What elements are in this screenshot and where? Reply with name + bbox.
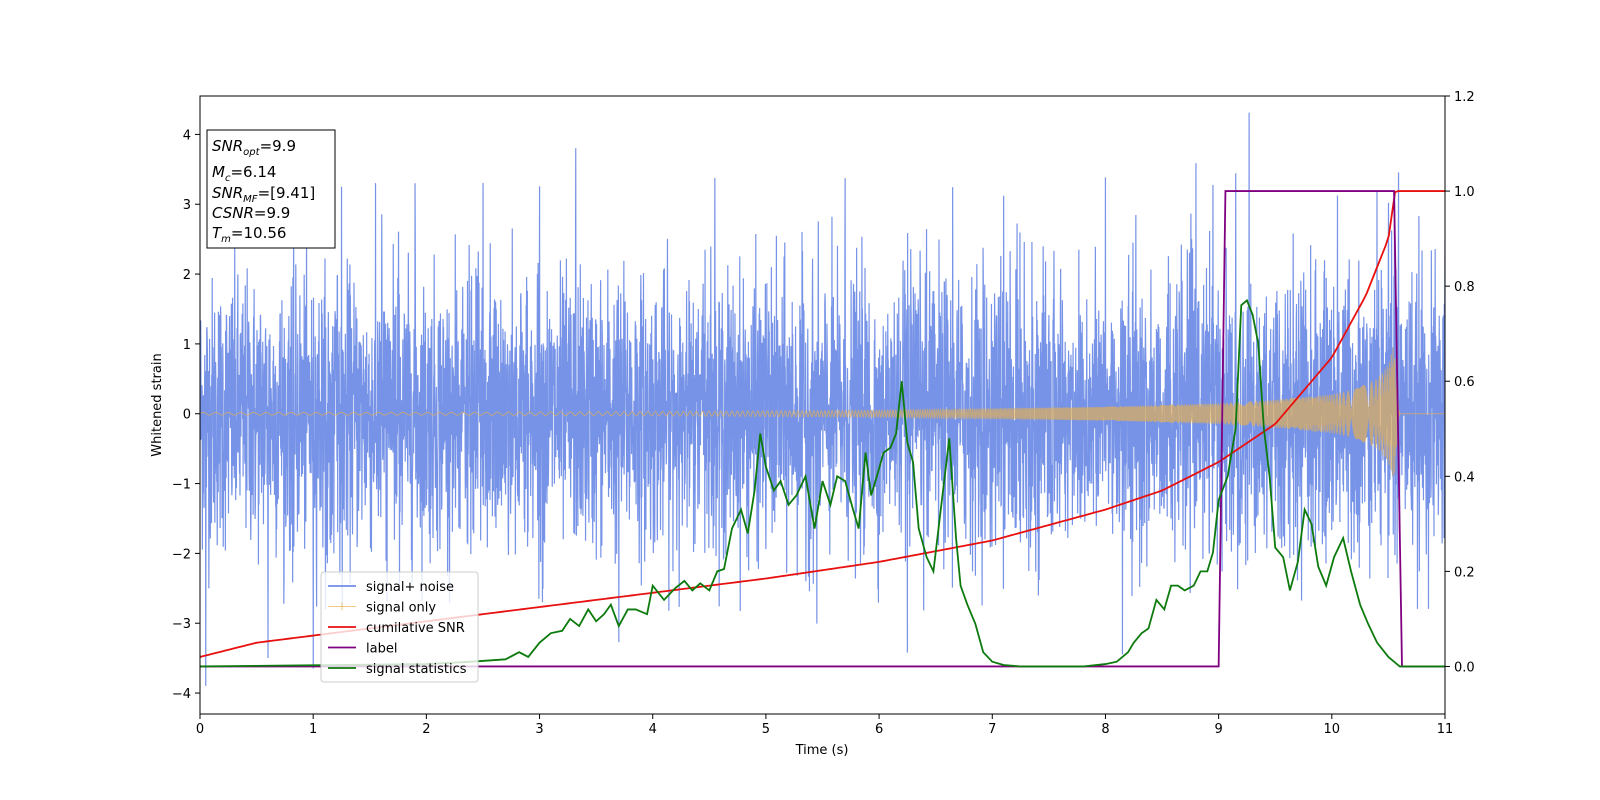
x-tick-label: 3 (535, 722, 543, 737)
y-tick-label: 4 (183, 128, 191, 143)
plot-frame (199, 95, 1446, 715)
annotation-snr-mf: SNRMF=[9.41] (212, 184, 315, 205)
annotation-tm: Tm=10.56 (212, 224, 286, 245)
x-tick-label: 10 (1324, 722, 1341, 737)
annotation-mc: Mc=6.14 (212, 163, 276, 184)
annotation-box: SNRopt=9.9 Mc=6.14 SNRMF=[9.41] CSNR=9.9… (206, 129, 336, 249)
annotation-snr-opt: SNRopt=9.9 (212, 137, 296, 158)
x-axis-ticks: 0 1 2 3 4 5 6 7 8 9 10 11 (196, 714, 1453, 737)
legend-label: cumilative SNR (366, 621, 465, 636)
x-tick-label: 2 (422, 722, 430, 737)
y-tick-label: 2 (183, 268, 191, 283)
signal-plus-noise-line (200, 112, 1445, 686)
x-tick-label: 4 (649, 722, 657, 737)
series-signal-statistics (200, 298, 1445, 668)
y-tick-label: 1 (183, 338, 191, 353)
annotation-csnr: CSNR=9.9 (212, 204, 290, 222)
y2-axis-ticks: 0.0 0.2 0.4 0.6 0.8 1.0 1.2 (1445, 90, 1475, 675)
legend-label: label (366, 642, 397, 657)
x-tick-label: 1 (309, 722, 317, 737)
x-tick-label: 11 (1437, 722, 1454, 737)
series-signal-only (200, 347, 1445, 477)
x-tick-label: 5 (762, 722, 770, 737)
y2-tick-label: 0.0 (1454, 660, 1475, 675)
y2-tick-label: 0.8 (1454, 280, 1475, 295)
y2-tick-label: 0.6 (1454, 375, 1475, 390)
y2-tick-label: 0.2 (1454, 565, 1475, 580)
signal-statistics-line (200, 298, 1445, 668)
x-tick-label: 7 (988, 722, 996, 737)
y-axis-label: Whitened strain (150, 353, 165, 456)
y-tick-label: −1 (172, 478, 191, 493)
y2-tick-label: 1.0 (1454, 185, 1475, 200)
y-tick-label: 3 (183, 198, 191, 213)
y-tick-label: −3 (172, 617, 191, 632)
legend-label: signal statistics (366, 662, 467, 677)
y-tick-label: −4 (172, 687, 191, 702)
x-axis-label: Time (s) (795, 743, 849, 758)
x-tick-label: 6 (875, 722, 883, 737)
series-signal-plus-noise (200, 112, 1445, 686)
y-axis-ticks: −4 −3 −2 −1 0 1 2 3 4 (172, 128, 200, 702)
x-tick-label: 0 (196, 722, 204, 737)
x-tick-label: 8 (1101, 722, 1109, 737)
y-tick-label: 0 (183, 408, 191, 423)
legend-label: signal only (366, 601, 436, 616)
legend-label: signal+ noise (366, 580, 454, 595)
legend: signal+ noise signal only cumilative SNR la… (320, 571, 479, 683)
y2-tick-label: 1.2 (1454, 90, 1475, 105)
x-tick-label: 9 (1214, 722, 1222, 737)
y-tick-label: −2 (172, 547, 191, 562)
signal-only-line (200, 347, 1445, 477)
y2-tick-label: 0.4 (1454, 470, 1475, 485)
